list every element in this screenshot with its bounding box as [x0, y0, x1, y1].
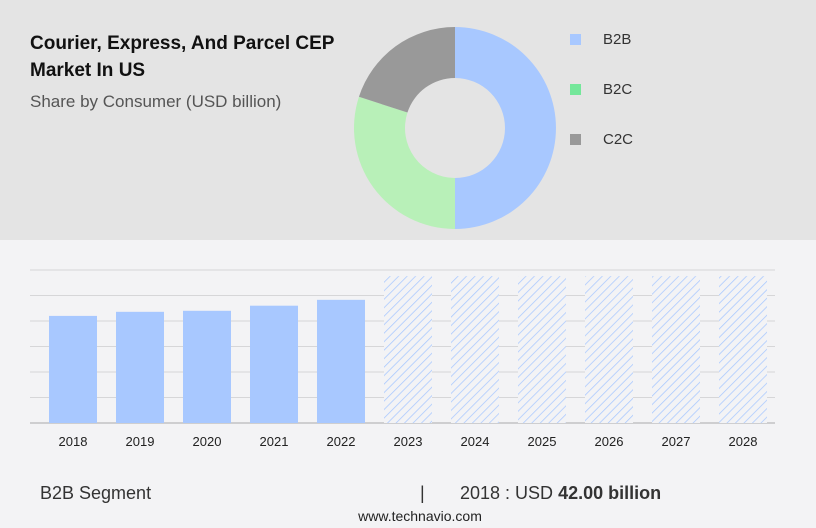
segment-label: B2B Segment: [40, 483, 152, 503]
x-tick-label: 2019: [126, 434, 155, 449]
donut-chart: [354, 27, 556, 230]
legend-item-b2b: B2B: [570, 14, 633, 64]
bar-2022: [317, 299, 365, 423]
legend-swatch: [570, 33, 581, 45]
x-tick-label: 2018: [59, 434, 88, 449]
bar-2019: [116, 311, 164, 423]
bar-2021: [250, 305, 298, 423]
bar-2018: [49, 315, 97, 423]
legend: B2B B2C C2C: [570, 14, 633, 164]
chart-subtitle: Share by Consumer (USD billion): [30, 92, 282, 111]
x-tick-label: 2028: [729, 434, 758, 449]
value-readout: 2018 : USD 42.00 billion: [460, 483, 662, 503]
forecast-bar-2027: [652, 276, 700, 423]
x-tick-label: 2021: [260, 434, 289, 449]
legend-item-c2c: C2C: [570, 114, 633, 164]
website: www.technavio.com: [358, 508, 482, 524]
donut-slice-b2b: [455, 27, 556, 229]
x-tick-label: 2023: [394, 434, 423, 449]
separator: |: [420, 483, 425, 503]
forecast-bar-2026: [585, 276, 633, 423]
forecast-bar-2028: [719, 276, 767, 423]
donut-slice-c2c: [358, 27, 455, 113]
bar-chart: 2018 2019 2020 2021 2022 2023 2024 2025 2026 2027…: [30, 269, 775, 449]
legend-item-b2c: B2C: [570, 64, 633, 114]
bar-2020: [183, 310, 231, 423]
legend-swatch: [570, 133, 581, 145]
x-tick-label: 2027: [662, 434, 691, 449]
forecast-bar-2025: [518, 276, 566, 423]
forecast-bar-2023: [384, 276, 432, 423]
legend-swatch: [570, 83, 581, 95]
x-tick-label: 2020: [193, 434, 222, 449]
x-tick-label: 2022: [327, 434, 356, 449]
x-tick-label: 2025: [528, 434, 557, 449]
x-tick-label: 2024: [461, 434, 490, 449]
forecast-bar-2024: [451, 276, 499, 423]
donut-slice-b2c: [354, 96, 455, 230]
x-tick-label: 2026: [595, 434, 624, 449]
chart-title: Courier, Express, And Parcel CEP Market …: [30, 33, 335, 81]
